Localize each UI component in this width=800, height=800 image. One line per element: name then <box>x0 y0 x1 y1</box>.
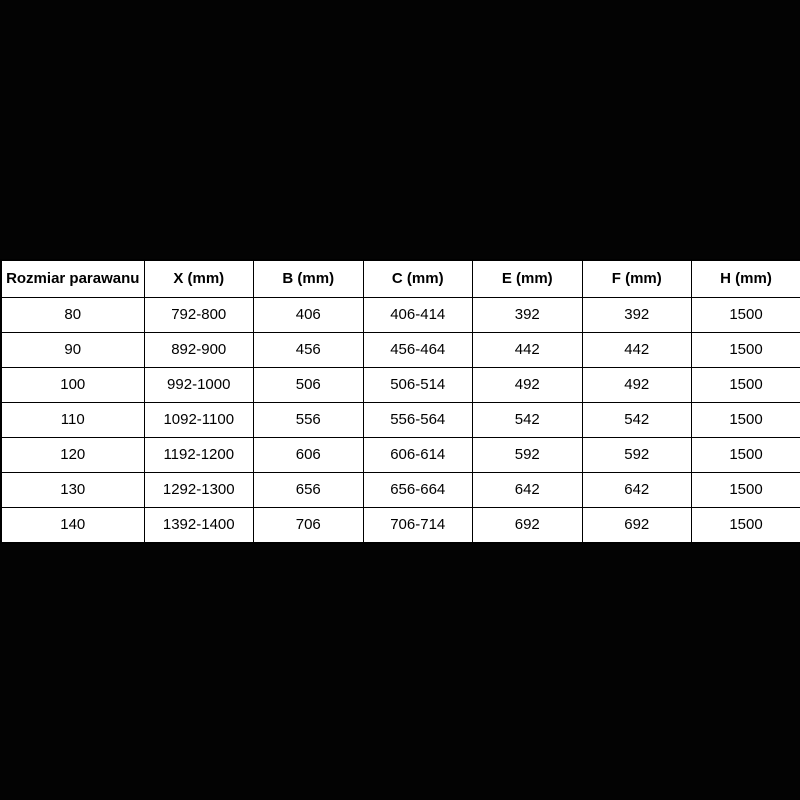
cell-size: 80 <box>0 297 145 333</box>
cell-size: 100 <box>0 367 145 403</box>
cell-f: 592 <box>581 437 692 473</box>
column-header-e: E (mm) <box>472 259 583 298</box>
table-row: 80 792-800 406 406-414 392 392 1500 <box>0 297 800 333</box>
cell-f: 542 <box>581 402 692 438</box>
cell-b: 506 <box>253 367 364 403</box>
table-row: 120 1192-1200 606 606-614 592 592 1500 <box>0 437 800 473</box>
cell-b: 606 <box>253 437 364 473</box>
cell-e: 592 <box>472 437 583 473</box>
cell-e: 692 <box>472 507 583 544</box>
cell-b: 706 <box>253 507 364 544</box>
cell-f: 442 <box>581 332 692 368</box>
cell-e: 642 <box>472 472 583 508</box>
cell-x: 892-900 <box>143 332 254 368</box>
column-header-h: H (mm) <box>691 259 800 298</box>
cell-c: 606-614 <box>362 437 473 473</box>
cell-e: 492 <box>472 367 583 403</box>
cell-size: 130 <box>0 472 145 508</box>
cell-h: 1500 <box>691 332 800 368</box>
size-spec-table: Rozmiar parawanu X (mm) B (mm) C (mm) E … <box>0 259 800 544</box>
cell-c: 556-564 <box>362 402 473 438</box>
cell-f: 392 <box>581 297 692 333</box>
cell-size: 140 <box>0 507 145 544</box>
cell-f: 692 <box>581 507 692 544</box>
size-spec-table-container: Rozmiar parawanu X (mm) B (mm) C (mm) E … <box>0 259 800 544</box>
cell-c: 706-714 <box>362 507 473 544</box>
cell-size: 120 <box>0 437 145 473</box>
cell-size: 110 <box>0 402 145 438</box>
cell-x: 1192-1200 <box>143 437 254 473</box>
cell-e: 542 <box>472 402 583 438</box>
cell-c: 456-464 <box>362 332 473 368</box>
cell-h: 1500 <box>691 297 800 333</box>
cell-c: 406-414 <box>362 297 473 333</box>
cell-b: 656 <box>253 472 364 508</box>
table-row: 130 1292-1300 656 656-664 642 642 1500 <box>0 472 800 508</box>
table-header-row: Rozmiar parawanu X (mm) B (mm) C (mm) E … <box>0 259 800 298</box>
cell-c: 506-514 <box>362 367 473 403</box>
column-header-size: Rozmiar parawanu <box>0 259 145 298</box>
cell-b: 406 <box>253 297 364 333</box>
cell-f: 492 <box>581 367 692 403</box>
cell-h: 1500 <box>691 402 800 438</box>
cell-b: 556 <box>253 402 364 438</box>
table-row: 90 892-900 456 456-464 442 442 1500 <box>0 332 800 368</box>
cell-h: 1500 <box>691 472 800 508</box>
cell-x: 1092-1100 <box>143 402 254 438</box>
column-header-f: F (mm) <box>581 259 692 298</box>
cell-e: 392 <box>472 297 583 333</box>
cell-c: 656-664 <box>362 472 473 508</box>
cell-b: 456 <box>253 332 364 368</box>
column-header-b: B (mm) <box>253 259 364 298</box>
cell-f: 642 <box>581 472 692 508</box>
cell-x: 792-800 <box>143 297 254 333</box>
cell-e: 442 <box>472 332 583 368</box>
cell-h: 1500 <box>691 437 800 473</box>
cell-h: 1500 <box>691 507 800 544</box>
cell-size: 90 <box>0 332 145 368</box>
table-row: 110 1092-1100 556 556-564 542 542 1500 <box>0 402 800 438</box>
column-header-c: C (mm) <box>362 259 473 298</box>
cell-x: 1292-1300 <box>143 472 254 508</box>
cell-x: 1392-1400 <box>143 507 254 544</box>
cell-h: 1500 <box>691 367 800 403</box>
table-row: 140 1392-1400 706 706-714 692 692 1500 <box>0 507 800 544</box>
column-header-x: X (mm) <box>143 259 254 298</box>
table-row: 100 992-1000 506 506-514 492 492 1500 <box>0 367 800 403</box>
cell-x: 992-1000 <box>143 367 254 403</box>
